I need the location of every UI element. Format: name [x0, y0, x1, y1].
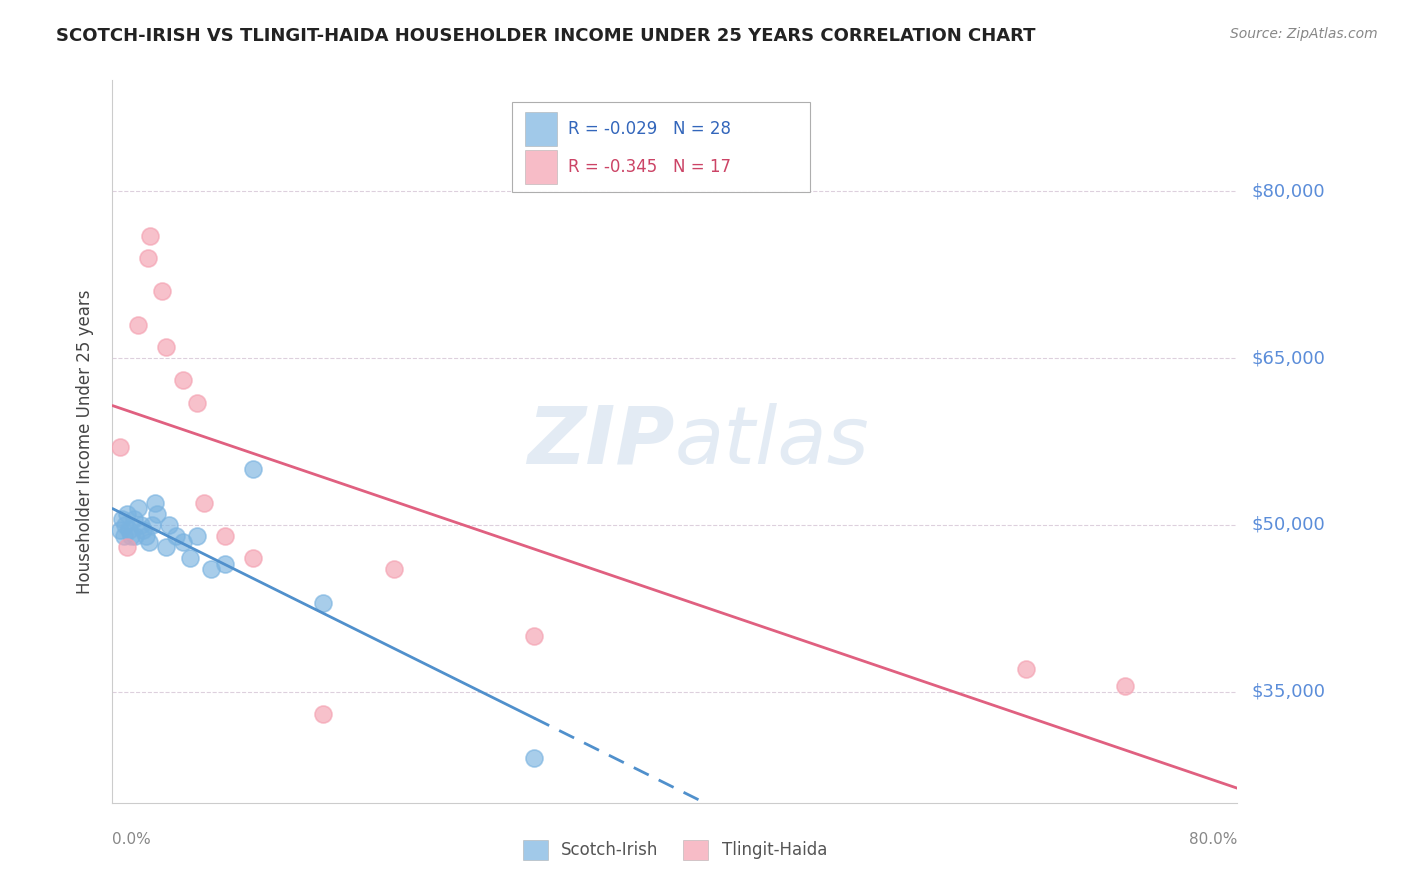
Point — [122, 512, 145, 526]
Point — [139, 228, 162, 243]
Point — [129, 517, 152, 532]
Y-axis label: Householder Income Under 25 years: Householder Income Under 25 years — [76, 289, 94, 594]
Point — [136, 251, 159, 265]
Point — [186, 529, 208, 543]
Point — [242, 551, 264, 566]
Point — [120, 529, 142, 543]
Point — [172, 373, 194, 387]
Point — [118, 524, 141, 538]
Point — [155, 540, 177, 554]
Point — [1015, 662, 1038, 676]
Point — [108, 524, 131, 538]
Point — [157, 517, 180, 532]
Point — [138, 534, 160, 549]
Text: SCOTCH-IRISH VS TLINGIT-HAIDA HOUSEHOLDER INCOME UNDER 25 YEARS CORRELATION CHAR: SCOTCH-IRISH VS TLINGIT-HAIDA HOUSEHOLDE… — [56, 27, 1036, 45]
Text: R = -0.029   N = 28: R = -0.029 N = 28 — [568, 120, 731, 138]
Point — [127, 501, 149, 516]
FancyBboxPatch shape — [526, 112, 557, 146]
Point — [127, 318, 149, 332]
Legend: Scotch-Irish, Tlingit-Haida: Scotch-Irish, Tlingit-Haida — [516, 833, 834, 867]
Point — [214, 529, 236, 543]
Text: $65,000: $65,000 — [1251, 349, 1324, 368]
Text: 0.0%: 0.0% — [112, 831, 152, 847]
Point — [135, 529, 157, 543]
Point — [112, 529, 135, 543]
Point — [114, 517, 136, 532]
Text: $35,000: $35,000 — [1251, 682, 1326, 700]
Point — [200, 562, 222, 576]
Point — [172, 534, 194, 549]
Point — [186, 395, 208, 409]
Point — [111, 512, 134, 526]
Point — [1114, 679, 1136, 693]
Point — [214, 557, 236, 571]
Point — [143, 496, 166, 510]
Point — [523, 629, 546, 643]
Point — [523, 751, 546, 765]
Text: ZIP: ZIP — [527, 402, 675, 481]
Text: $50,000: $50,000 — [1251, 516, 1324, 534]
Point — [193, 496, 215, 510]
Point — [132, 524, 155, 538]
Point — [146, 507, 169, 521]
Point — [155, 340, 177, 354]
Point — [115, 540, 138, 554]
Text: R = -0.345   N = 17: R = -0.345 N = 17 — [568, 158, 731, 176]
Point — [312, 706, 335, 721]
Point — [179, 551, 201, 566]
Text: $80,000: $80,000 — [1251, 183, 1324, 201]
Point — [312, 596, 335, 610]
Point — [150, 285, 173, 299]
Point — [124, 529, 146, 543]
Text: Source: ZipAtlas.com: Source: ZipAtlas.com — [1230, 27, 1378, 41]
Point — [165, 529, 187, 543]
Point — [141, 517, 163, 532]
Text: 80.0%: 80.0% — [1189, 831, 1237, 847]
Point — [108, 440, 131, 454]
Point — [115, 507, 138, 521]
Point — [382, 562, 405, 576]
Point — [242, 462, 264, 476]
FancyBboxPatch shape — [512, 102, 810, 193]
Text: atlas: atlas — [675, 402, 870, 481]
FancyBboxPatch shape — [526, 150, 557, 185]
